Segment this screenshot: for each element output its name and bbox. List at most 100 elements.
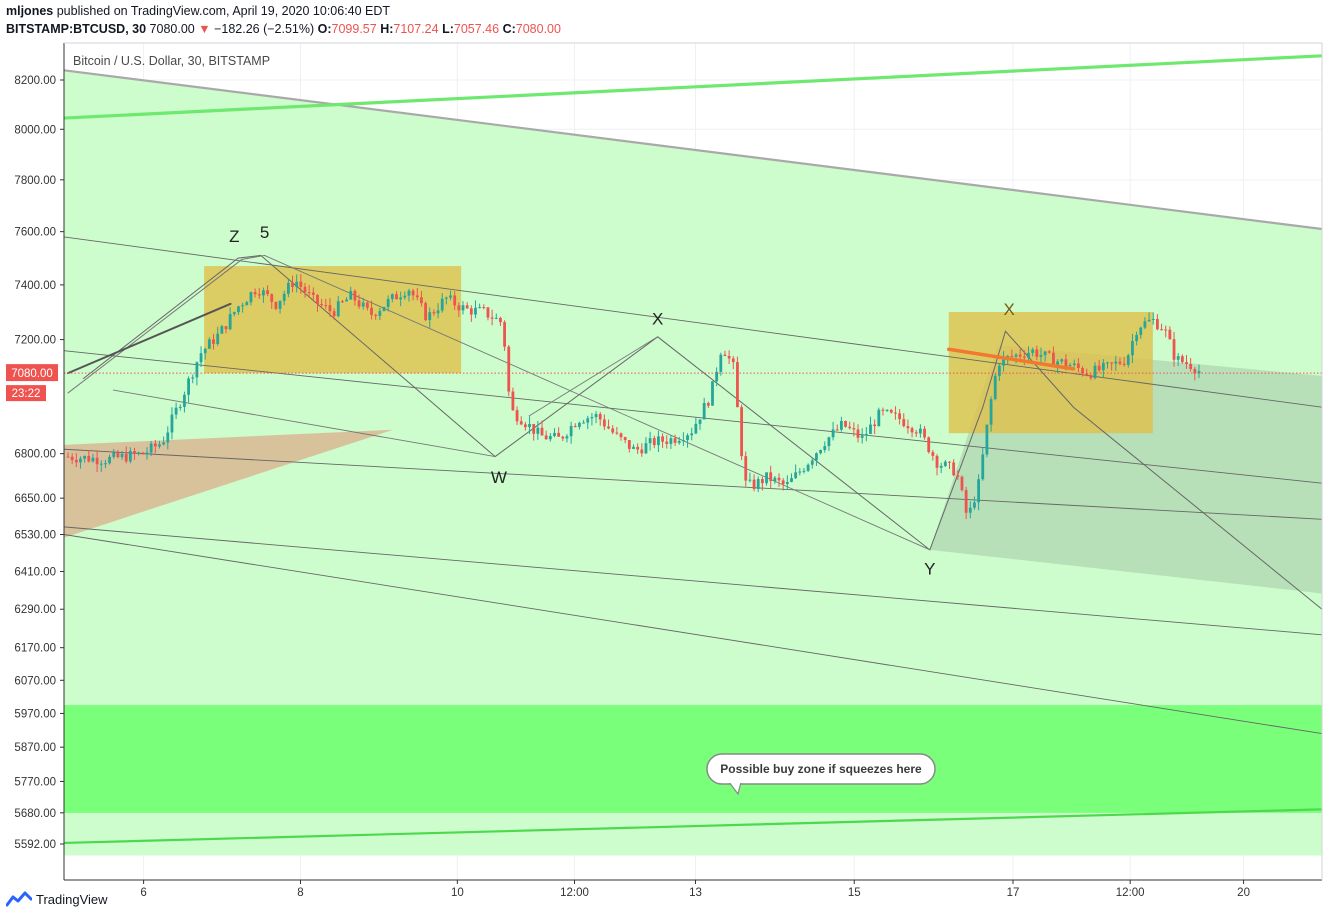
candle-body <box>756 479 760 489</box>
trend-line[interactable] <box>64 448 1322 520</box>
candle-body <box>328 305 332 312</box>
candle-body <box>503 322 506 347</box>
close-label: C: <box>502 22 516 36</box>
candle-body <box>345 299 348 302</box>
candle-body <box>153 443 157 447</box>
candle-body <box>449 295 452 298</box>
trend-line[interactable] <box>64 534 1322 735</box>
candle-body <box>195 362 199 378</box>
candle-body <box>1056 361 1060 366</box>
trend-line[interactable] <box>64 69 1322 231</box>
symbol-name[interactable]: BITSTAMP:BTCUSD, 30 <box>6 22 147 36</box>
candle-body <box>494 317 498 319</box>
candle-body <box>361 302 365 307</box>
candle-body <box>898 413 901 420</box>
candle-body <box>1135 334 1139 342</box>
candle-body <box>199 353 203 363</box>
orange-trend-line[interactable] <box>946 347 1076 371</box>
candle-body <box>457 305 461 311</box>
y-tick-label: 7800.00 <box>14 175 56 187</box>
candle-body <box>856 429 860 438</box>
wave-pattern-line[interactable] <box>82 254 1322 610</box>
candle-body <box>1010 355 1014 357</box>
wave-leg-line[interactable] <box>241 254 266 260</box>
callout-bubble[interactable] <box>706 753 936 785</box>
wave-leg-line[interactable] <box>264 254 931 551</box>
candle-body <box>166 432 170 443</box>
countdown-tag <box>6 385 46 402</box>
candle-body <box>661 436 664 442</box>
candle-body <box>170 414 174 433</box>
candle-body <box>66 456 70 458</box>
wave-label: Y <box>924 560 935 579</box>
candle-body <box>249 292 253 303</box>
green-trend-line[interactable] <box>64 808 1322 845</box>
candle-body <box>212 339 215 344</box>
candle-body <box>183 394 186 407</box>
footer: TradingView <box>6 888 108 910</box>
tradingview-logo-icon[interactable] <box>6 891 32 907</box>
wave-leg-line[interactable] <box>67 302 232 375</box>
candle-body <box>1118 361 1122 364</box>
close-value: 7080.00 <box>515 22 561 36</box>
candle-body <box>145 452 149 455</box>
author-name[interactable]: mljones <box>6 4 54 18</box>
candle-body <box>777 477 781 481</box>
wave-leg-line[interactable] <box>67 258 243 394</box>
candle-body <box>112 452 116 457</box>
candle-body <box>216 333 220 344</box>
candle-body <box>781 480 785 485</box>
wave-leg-line[interactable] <box>112 389 496 458</box>
candle-body <box>91 457 95 462</box>
candle-body <box>341 301 344 303</box>
candle-body <box>594 413 598 418</box>
candle-body <box>573 426 577 428</box>
wedge-zone <box>64 429 394 538</box>
y-tick-label: 7400.00 <box>14 280 56 292</box>
candle-body <box>1122 363 1126 365</box>
candle-body <box>935 455 939 468</box>
candle-body <box>274 301 278 309</box>
candle-body <box>877 409 881 427</box>
candle-body <box>282 293 286 301</box>
candle-body <box>827 437 831 447</box>
candle-body <box>918 428 922 434</box>
candle-body <box>370 307 373 315</box>
candle-body <box>1064 359 1068 367</box>
candle-body <box>948 461 951 463</box>
candle-body <box>515 410 519 422</box>
footer-brand[interactable]: TradingView <box>36 891 108 907</box>
candle-body <box>461 305 465 311</box>
annotation-callout[interactable]: Possible buy zone if squeezes here <box>706 753 936 796</box>
candle-body <box>141 452 145 455</box>
candle-body <box>1101 362 1105 371</box>
overlay-drawings[interactable]: Possible buy zone if squeezes here <box>64 347 1322 796</box>
candle-body <box>382 306 386 311</box>
candle-body <box>794 472 798 479</box>
candle-body <box>390 294 394 300</box>
y-tick-label: 5770.00 <box>14 776 56 788</box>
wave-leg-line[interactable] <box>528 336 659 417</box>
candle-body <box>357 300 361 307</box>
trend-line[interactable] <box>64 350 1322 484</box>
candle-body <box>511 391 515 411</box>
candle-body <box>465 305 469 309</box>
candle-body <box>1031 349 1035 353</box>
trend-line[interactable] <box>64 236 1322 408</box>
candle-body <box>540 427 544 436</box>
green-trend-line[interactable] <box>64 54 1322 120</box>
candle-body <box>1131 341 1134 356</box>
candle-body <box>478 307 482 309</box>
trend-line[interactable] <box>64 526 1322 636</box>
candle-body <box>262 290 265 296</box>
candle-body <box>1097 365 1101 371</box>
y-tick-label: 6800.00 <box>14 449 56 461</box>
consolidation-box[interactable] <box>204 266 462 374</box>
candles <box>66 273 1201 520</box>
candle-body <box>1168 329 1172 340</box>
candle-body <box>1076 363 1080 369</box>
candle-body <box>669 438 673 444</box>
candle-body <box>565 436 569 439</box>
candle-body <box>956 475 960 477</box>
